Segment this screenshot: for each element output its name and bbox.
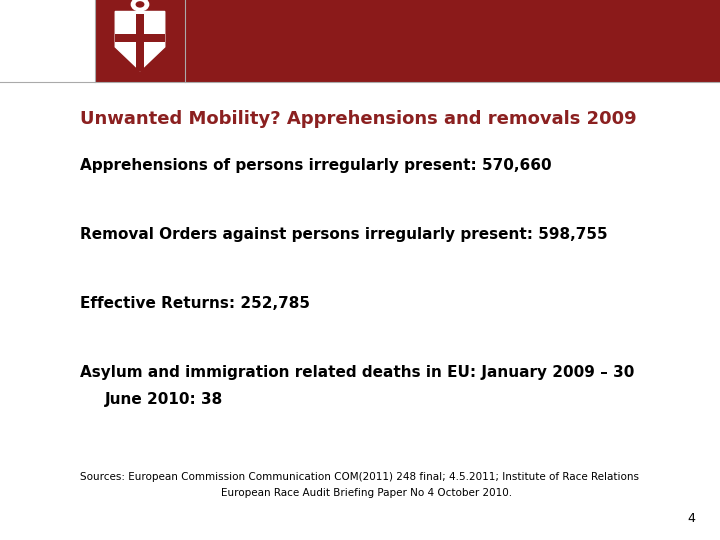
Bar — [95, 0, 720, 82]
Ellipse shape — [135, 1, 145, 8]
Text: Asylum and immigration related deaths in EU: January 2009 – 30: Asylum and immigration related deaths in… — [80, 365, 634, 380]
Ellipse shape — [131, 0, 148, 11]
Text: Apprehensions of persons irregularly present: 570,660: Apprehensions of persons irregularly pre… — [80, 158, 552, 173]
Text: June 2010: 38: June 2010: 38 — [105, 392, 223, 407]
Text: Sources: European Commission Communication COM(2011) 248 final; 4.5.2011; Instit: Sources: European Commission Communicati… — [81, 472, 639, 482]
Bar — [115, 34, 165, 42]
Polygon shape — [115, 11, 165, 71]
Text: Effective Returns: 252,785: Effective Returns: 252,785 — [80, 296, 310, 311]
Text: Unwanted Mobility? Apprehensions and removals 2009: Unwanted Mobility? Apprehensions and rem… — [80, 110, 636, 128]
Text: 4: 4 — [687, 512, 695, 525]
Bar — [135, 15, 145, 71]
Text: European Race Audit Briefing Paper No 4 October 2010.: European Race Audit Briefing Paper No 4 … — [208, 488, 512, 498]
Text: Removal Orders against persons irregularly present: 598,755: Removal Orders against persons irregular… — [80, 227, 608, 242]
